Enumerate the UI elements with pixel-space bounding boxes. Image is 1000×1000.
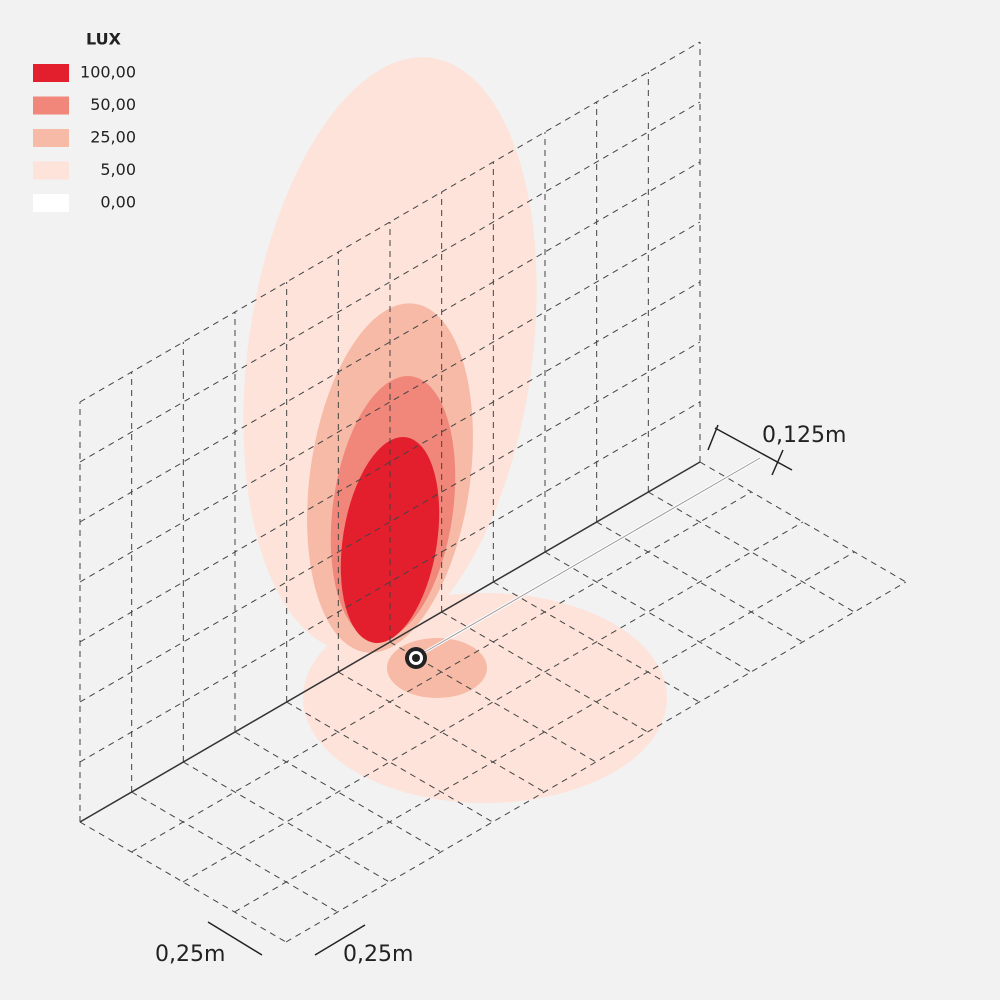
dim-label: 0,25m [343,942,413,967]
dim-arrow-depth [207,921,263,956]
dim-tick [707,424,719,451]
dim-label: 0,125m [762,423,846,448]
grid-line [596,521,803,643]
light-zones [243,57,667,803]
dim-tick [771,449,784,476]
legend-swatch [33,129,69,147]
grid-line [131,491,752,853]
grid-line [79,221,701,583]
dimension-arrows [207,424,793,956]
grid-line [493,581,700,703]
legend-label: 25,00 [90,128,136,147]
grid-line [183,761,390,883]
wall-base-line [79,461,701,823]
grid [79,41,907,943]
legend-label: 100,00 [80,63,136,82]
grid-line [79,341,701,703]
grid-line [131,791,338,913]
grid-line [544,551,752,673]
grid-line [79,101,701,463]
fixture-rail-edge [417,457,761,657]
floor-zone-25 [387,638,487,698]
fixture [405,647,427,669]
grid-line [79,161,701,523]
legend-label: 0,00 [100,193,136,212]
legend-swatch [33,194,69,212]
legend-label: 5,00 [100,160,136,179]
grid-line [182,521,804,883]
legend-label: 50,00 [90,95,136,114]
legend-swatch [33,161,69,180]
grid-line [234,551,855,913]
dim-arrow-offset [714,427,793,471]
grid-line [338,671,545,793]
grid-line [79,41,701,403]
legend-swatch [33,64,69,82]
grid-line [441,611,648,733]
grid-line [79,401,701,763]
grid-line [286,701,493,823]
grid-line [79,821,287,943]
grid-line [389,641,597,763]
grid-line [285,581,907,943]
dim-arrow-width [314,924,366,956]
grid-line [234,731,442,853]
grid-line [699,461,907,583]
legend: 100,00 50,00 25,00 5,00 0,00 [33,63,136,212]
grid-line [79,281,701,643]
legend-title: LUX [86,30,122,49]
dim-label: 0,25m [155,942,225,967]
legend-swatch [33,96,69,115]
fixture-core [412,654,420,662]
grid-line [648,491,855,613]
